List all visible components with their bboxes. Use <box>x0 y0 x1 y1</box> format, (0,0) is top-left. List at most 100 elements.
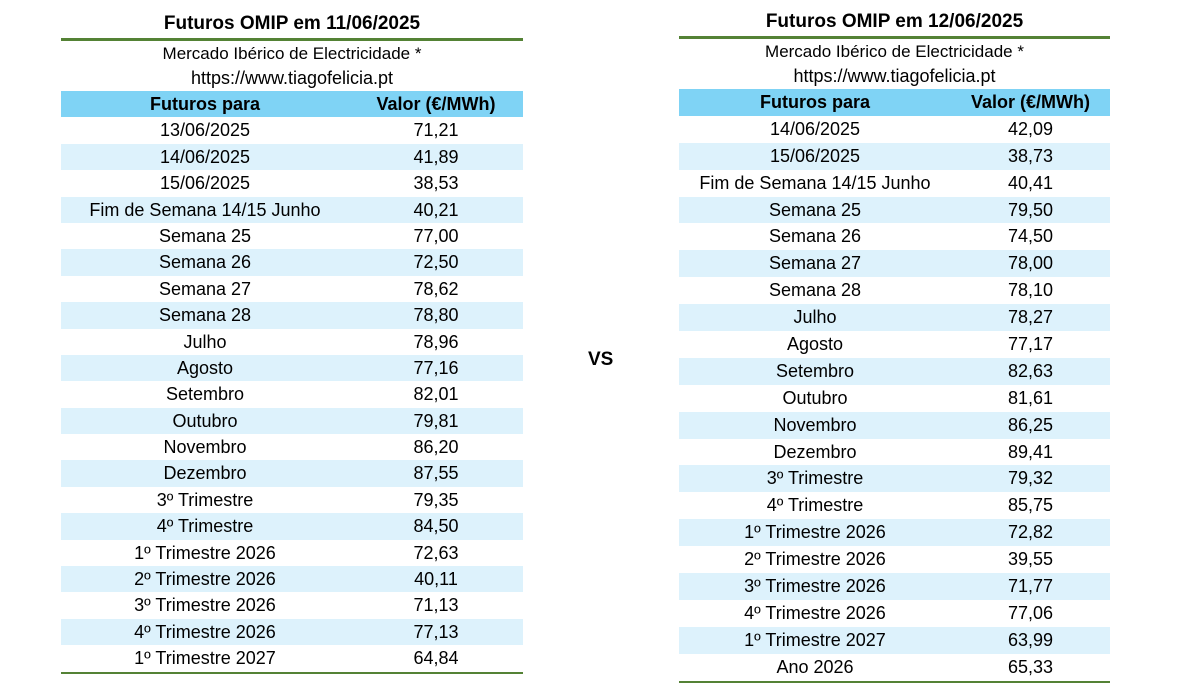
period-cell: 4º Trimestre 2026 <box>134 621 276 642</box>
table-row: Semana 25 77,00 <box>61 223 523 249</box>
value-cell: 82,63 <box>1007 360 1054 381</box>
period-cell: Semana 27 <box>768 253 862 274</box>
table-row: 3º Trimestre 2026 71,13 <box>61 592 523 618</box>
value-cell: 71,13 <box>413 595 459 616</box>
table-bottom-line <box>679 680 1110 683</box>
period-cell: Fim de Semana 14/15 Junho <box>699 172 931 193</box>
period-cell: Dezembro <box>773 441 857 462</box>
period-cell: Semana 25 <box>768 199 862 220</box>
header-value: Valor (€/MWh) <box>376 94 496 114</box>
table-row: Semana 28 78,80 <box>61 302 523 329</box>
value-cell: 79,50 <box>1007 199 1054 220</box>
table-row: Semana 27 78,00 <box>679 250 1110 278</box>
period-cell: Semana 25 <box>158 225 252 246</box>
value-cell: 38,73 <box>1007 145 1054 166</box>
table-row: 15/06/2025 38,53 <box>61 170 523 196</box>
table-row: Setembro 82,63 <box>679 357 1110 385</box>
period-cell: Novembro <box>163 437 247 458</box>
table-row: Novembro 86,20 <box>61 434 523 460</box>
period-cell: 3º Trimestre 2026 <box>134 595 276 616</box>
table-bottom-line <box>61 671 523 674</box>
table-row: Fim de Semana 14/15 Junho 40,21 <box>61 196 523 223</box>
period-cell: Semana 27 <box>158 278 252 299</box>
table-row: 15/06/2025 38,73 <box>679 142 1110 170</box>
value-cell: 85,75 <box>1007 495 1054 516</box>
table-row: 2º Trimestre 2026 39,55 <box>679 546 1110 573</box>
period-cell: Julho <box>183 331 227 352</box>
period-cell: 15/06/2025 <box>769 145 861 166</box>
period-cell: 1º Trimestre 2027 <box>134 648 276 669</box>
header-period: Futuros para <box>149 94 260 114</box>
period-cell: 2º Trimestre 2026 <box>134 569 276 590</box>
period-cell: 14/06/2025 <box>159 146 251 167</box>
source-url: https://www.tiagofelicia.pt <box>793 66 996 86</box>
value-cell: 78,96 <box>413 331 459 352</box>
table-row: 13/06/2025 71,21 <box>61 117 523 143</box>
header-period: Futuros para <box>759 92 870 112</box>
value-cell: 79,35 <box>413 489 459 510</box>
value-cell: 77,00 <box>413 225 459 246</box>
period-cell: Setembro <box>775 360 855 381</box>
table-row: Setembro 82,01 <box>61 381 523 407</box>
table-row: Semana 26 72,50 <box>61 249 523 276</box>
value-cell: 40,21 <box>413 199 459 220</box>
period-cell: 3º Trimestre 2026 <box>744 576 886 597</box>
table-row: Dezembro 89,41 <box>679 439 1110 466</box>
value-cell: 72,82 <box>1007 522 1054 543</box>
period-cell: Outubro <box>782 387 848 408</box>
futures-table-left: Futuros OMIP em 11/06/2025 Mercado Ibéri… <box>61 12 523 674</box>
period-cell: 1º Trimestre 2026 <box>134 542 276 563</box>
table-row: Semana 27 78,62 <box>61 276 523 302</box>
period-cell: Semana 26 <box>768 226 862 247</box>
table-row: Outubro 79,81 <box>61 407 523 435</box>
period-cell: Semana 28 <box>158 305 252 326</box>
table-row: Fim de Semana 14/15 Junho 40,41 <box>679 170 1110 197</box>
value-cell: 39,55 <box>1007 549 1054 570</box>
period-cell: Setembro <box>165 384 245 405</box>
table-row: 4º Trimestre 84,50 <box>61 513 523 540</box>
value-cell: 65,33 <box>1007 656 1054 677</box>
source-url: https://www.tiagofelicia.pt <box>190 68 394 88</box>
value-cell: 86,20 <box>413 437 459 458</box>
value-cell: 40,11 <box>414 569 458 590</box>
table-row: 1º Trimestre 2027 63,99 <box>679 626 1110 654</box>
futures-table-right: Futuros OMIP em 12/06/2025 Mercado Ibéri… <box>679 10 1110 683</box>
period-cell: Agosto <box>176 357 234 378</box>
value-cell: 79,32 <box>1007 468 1054 489</box>
period-cell: Agosto <box>786 334 844 355</box>
value-cell: 77,17 <box>1007 334 1054 355</box>
value-cell: 64,84 <box>413 648 459 669</box>
period-cell: 14/06/2025 <box>769 118 861 139</box>
period-cell: 1º Trimestre 2027 <box>744 629 886 650</box>
value-cell: 84,50 <box>413 516 459 537</box>
table-subtitle: Mercado Ibérico de Electricidade * <box>162 44 422 63</box>
value-cell: 87,55 <box>413 463 459 484</box>
value-cell: 38,53 <box>413 173 459 194</box>
table-row: Semana 28 78,10 <box>679 277 1110 304</box>
period-cell: Julho <box>793 307 837 328</box>
value-cell: 77,16 <box>413 357 459 378</box>
table-row: 1º Trimestre 2026 72,63 <box>61 540 523 566</box>
vs-label: VS <box>588 349 614 370</box>
value-cell: 78,62 <box>413 278 459 299</box>
table-row: Semana 25 79,50 <box>679 196 1110 224</box>
value-cell: 77,13 <box>413 621 459 642</box>
period-cell: 3º Trimestre <box>766 468 864 489</box>
table-row: Agosto 77,17 <box>679 331 1110 358</box>
table-title: Futuros OMIP em 11/06/2025 <box>163 13 421 34</box>
period-cell: Semana 28 <box>768 280 862 301</box>
period-cell: Fim de Semana 14/15 Junho <box>89 199 321 220</box>
table-row: 4º Trimestre 85,75 <box>679 492 1110 519</box>
table-row: 1º Trimestre 2026 72,82 <box>679 519 1110 547</box>
value-cell: 78,00 <box>1007 253 1054 274</box>
value-cell: 74,50 <box>1007 226 1054 247</box>
period-cell: 1º Trimestre 2026 <box>744 522 886 543</box>
value-cell: 63,99 <box>1007 629 1054 650</box>
table-row: 4º Trimestre 2026 77,13 <box>61 618 523 646</box>
value-cell: 81,61 <box>1007 387 1054 408</box>
table-header: Futuros para Valor (€/MWh) <box>61 91 523 118</box>
table-body: 14/06/2025 42,09 15/06/2025 38,73 Fim de Sem… <box>679 116 1110 681</box>
table-row: 3º Trimestre 2026 71,77 <box>679 573 1110 600</box>
title-underline <box>679 36 1110 39</box>
period-cell: Novembro <box>773 414 857 435</box>
